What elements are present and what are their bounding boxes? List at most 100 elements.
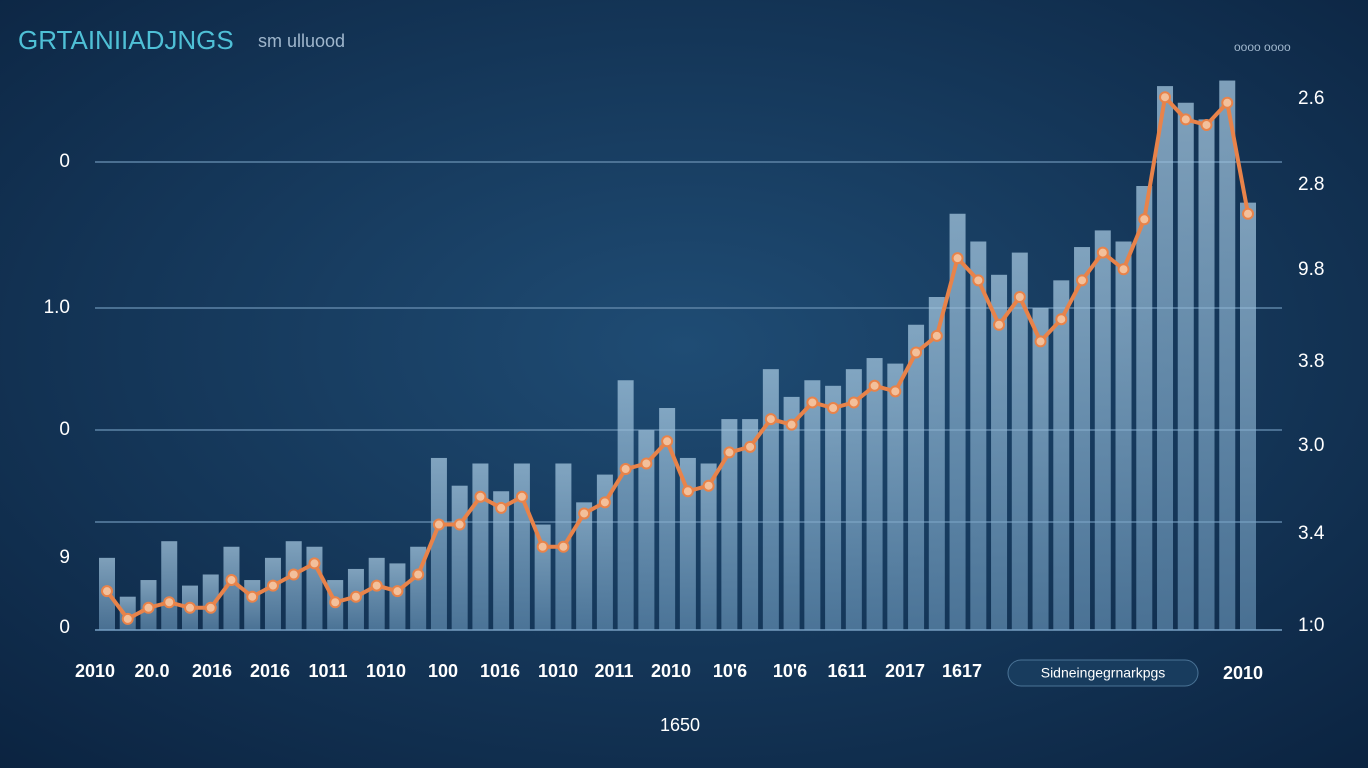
x-axis-title: 1650	[660, 715, 700, 735]
line-point	[1200, 118, 1213, 131]
y-tick-label: 9	[59, 547, 70, 568]
badge-box	[1007, 659, 1199, 687]
line-point	[889, 385, 902, 398]
line-point	[744, 440, 757, 453]
bar	[451, 485, 468, 630]
line-point	[681, 485, 694, 498]
x-tick-label: 1010	[538, 661, 578, 681]
line-point	[308, 557, 321, 570]
line-point	[412, 568, 425, 581]
line-point	[474, 490, 487, 503]
bar	[845, 369, 862, 630]
bar	[804, 380, 821, 630]
line-point	[1138, 213, 1151, 226]
line-point	[225, 574, 238, 587]
y-tick-label: 0	[59, 419, 70, 440]
y-tick-label: 1.0	[44, 297, 70, 318]
line-point	[702, 479, 715, 492]
bar	[223, 546, 240, 630]
bar	[1115, 241, 1132, 630]
line-point	[1034, 335, 1047, 348]
line-point	[619, 463, 632, 476]
x-tick-label: 1011	[308, 661, 347, 681]
bar	[928, 297, 945, 630]
x-tick-label: 1016	[480, 661, 520, 681]
line-point	[101, 585, 113, 598]
line-point	[1076, 274, 1089, 287]
line-point	[951, 252, 964, 265]
x-tick-label: 2010	[1223, 663, 1263, 683]
line-point	[142, 601, 155, 614]
line-point	[204, 601, 217, 614]
x-tick-label: 20.0	[134, 661, 169, 681]
line-point	[1179, 113, 1192, 126]
chart-subtitle: sm ulluood	[258, 31, 345, 51]
y2-tick-label: 3.4	[1298, 523, 1325, 544]
bar	[1198, 119, 1215, 631]
line-point	[329, 596, 342, 609]
line-point	[868, 379, 881, 392]
bar	[1240, 202, 1256, 630]
bar	[970, 241, 987, 630]
bar	[638, 430, 655, 630]
bar	[244, 580, 261, 630]
x-tick-label: 2010	[651, 661, 691, 681]
bar	[1053, 280, 1070, 630]
y2-tick-label: 2.6	[1298, 88, 1324, 109]
bar	[1136, 186, 1153, 630]
line-point	[910, 346, 923, 359]
bar	[721, 419, 738, 630]
line-point	[1159, 91, 1172, 104]
x-tick-label: 2011	[594, 661, 633, 681]
corner-note: oooo oooo	[1234, 40, 1291, 54]
bar	[679, 457, 696, 630]
line-point	[993, 318, 1006, 331]
badge: Sidneingegrnarkpgs	[1041, 665, 1166, 681]
line-point	[515, 490, 528, 503]
bar	[762, 369, 779, 630]
bar	[659, 408, 676, 630]
line-point	[349, 590, 362, 603]
x-tick-label: 2010	[75, 661, 115, 681]
bar	[161, 541, 178, 630]
bar	[991, 274, 1008, 630]
line-point	[1242, 207, 1254, 220]
y2-tick-label: 1:0	[1298, 615, 1324, 636]
bar	[1157, 86, 1174, 631]
x-tick-label: 1010	[366, 661, 406, 681]
line-point	[370, 579, 383, 592]
line-point	[1221, 96, 1234, 109]
line-point	[1096, 246, 1109, 259]
y-tick-label: 0	[59, 151, 70, 172]
bar	[700, 463, 717, 630]
line-point	[827, 402, 840, 414]
line-point	[930, 329, 943, 342]
y2-tick-label: 3.0	[1298, 435, 1324, 456]
bar	[949, 213, 966, 630]
line-point	[266, 579, 279, 592]
line-point	[287, 568, 300, 581]
x-tick-label: 100	[428, 661, 458, 681]
line-point	[163, 596, 176, 609]
y2-tick-label: 9.8	[1298, 259, 1324, 280]
line-point	[598, 496, 611, 509]
line-point	[1055, 313, 1068, 326]
line-point	[1117, 263, 1130, 276]
line-point	[972, 274, 985, 287]
x-tick-label: 10'6	[773, 661, 807, 681]
bar	[617, 380, 634, 630]
bar	[264, 557, 281, 630]
line-point	[536, 540, 549, 553]
bar	[908, 324, 925, 630]
bar	[742, 419, 759, 630]
bar	[576, 502, 593, 630]
x-tick-label: 2017	[885, 661, 925, 681]
bar	[1219, 80, 1236, 631]
bar	[493, 491, 510, 630]
x-tick-label: 2016	[192, 661, 232, 681]
y2-tick-label: 3.8	[1298, 351, 1324, 372]
line-point	[640, 457, 653, 470]
line-point	[1013, 291, 1026, 303]
